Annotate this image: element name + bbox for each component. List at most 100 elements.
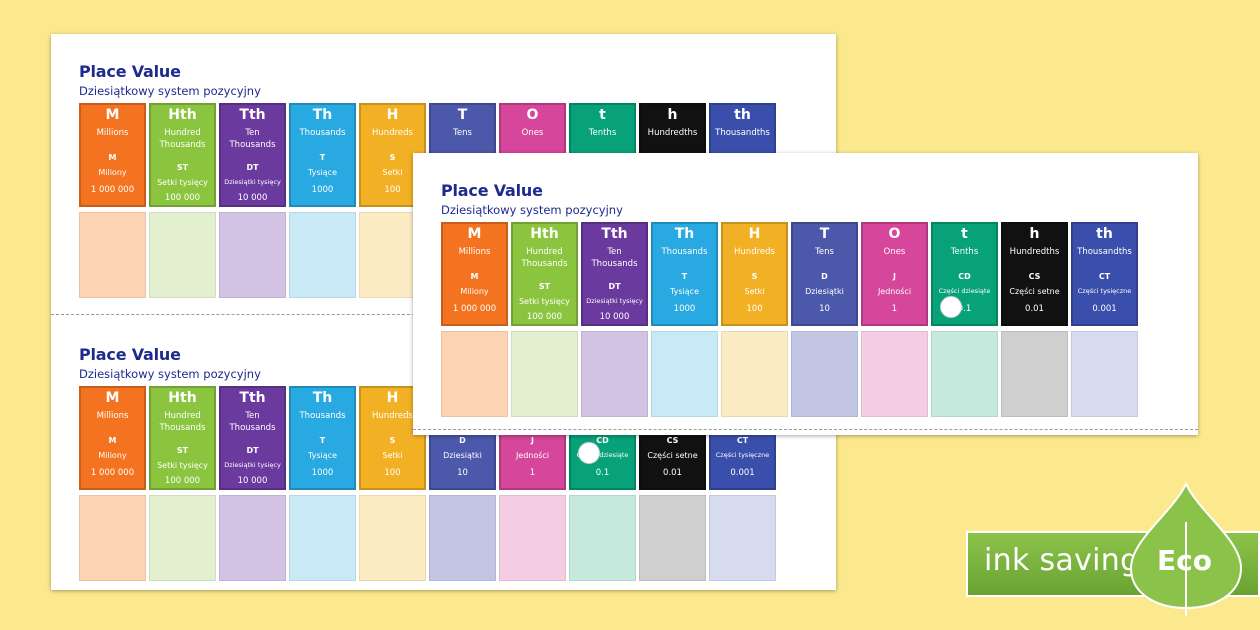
place-value-column-T: T Tens D Dziesiątki 10 bbox=[791, 222, 858, 326]
column-polish-name: Jedności bbox=[877, 287, 912, 296]
place-value-column-Hth: Hth Hundred Thousands ST Setki tysięcy 100 0… bbox=[511, 222, 578, 326]
column-value: 1 000 000 bbox=[90, 185, 135, 195]
column-polish-name: Części dziesiąte bbox=[576, 451, 629, 459]
column-value: 0.001 bbox=[730, 468, 755, 478]
write-box-O[interactable] bbox=[499, 495, 566, 581]
write-box-Tth[interactable] bbox=[219, 212, 286, 298]
worksheet-title: Place Value bbox=[441, 181, 543, 200]
column-polish-abbreviation: DT bbox=[246, 446, 259, 455]
column-english-name: Tenths bbox=[588, 128, 617, 138]
column-english-name: Millions bbox=[96, 411, 129, 421]
place-value-header-row: M Millions M Miliony 1 000 000 Hth Hundred Tho… bbox=[441, 222, 1138, 326]
write-box-h[interactable] bbox=[1001, 331, 1068, 417]
column-abbreviation: h bbox=[667, 107, 678, 123]
write-box-H[interactable] bbox=[721, 331, 788, 417]
column-abbreviation: th bbox=[1096, 226, 1113, 242]
column-value: 100 000 bbox=[164, 193, 201, 203]
column-polish-abbreviation: T bbox=[319, 436, 326, 445]
ink-saving-label: ink saving bbox=[984, 543, 1140, 578]
place-value-column-Th: Th Thousands T Tysiące 1000 bbox=[651, 222, 718, 326]
column-abbreviation: H bbox=[386, 390, 399, 406]
write-box-h[interactable] bbox=[639, 495, 706, 581]
column-polish-name: Setki bbox=[744, 287, 765, 296]
column-english-name: Thousandths bbox=[1077, 247, 1132, 257]
write-box-Hth[interactable] bbox=[511, 331, 578, 417]
write-box-Hth[interactable] bbox=[149, 212, 216, 298]
column-abbreviation: O bbox=[888, 226, 901, 242]
column-english-name: Millions bbox=[96, 128, 129, 138]
column-abbreviation: Th bbox=[312, 390, 333, 406]
column-english-name: Tens bbox=[453, 128, 472, 138]
column-polish-abbreviation: CS bbox=[666, 436, 679, 445]
column-polish-name: Dziesiątki bbox=[443, 451, 482, 460]
column-english-name: Tens bbox=[815, 247, 834, 257]
place-value-column-Tth: Tth Ten Thousands DT Dziesiątki tysięcy 10 0… bbox=[219, 386, 286, 490]
place-value-column-Hth: Hth Hundred Thousands ST Setki tysięcy 100 0… bbox=[149, 386, 216, 490]
write-box-Th[interactable] bbox=[651, 331, 718, 417]
write-box-M[interactable] bbox=[441, 331, 508, 417]
column-polish-abbreviation: T bbox=[681, 272, 688, 281]
column-value: 1000 bbox=[311, 468, 334, 478]
write-box-M[interactable] bbox=[79, 212, 146, 298]
column-polish-abbreviation: CD bbox=[958, 272, 971, 281]
write-box-O[interactable] bbox=[861, 331, 928, 417]
worksheet-subtitle: Dziesiątkowy system pozycyjny bbox=[79, 367, 261, 381]
write-box-t[interactable] bbox=[931, 331, 998, 417]
write-box-Tth[interactable] bbox=[219, 495, 286, 581]
column-polish-name: Części setne bbox=[1009, 287, 1060, 296]
column-abbreviation: M bbox=[467, 226, 482, 242]
column-polish-name: Tysiące bbox=[670, 287, 699, 296]
write-box-Hth[interactable] bbox=[149, 495, 216, 581]
column-value: 10 bbox=[457, 468, 468, 478]
column-abbreviation: Tth bbox=[239, 107, 266, 123]
write-box-T[interactable] bbox=[791, 331, 858, 417]
write-box-t[interactable] bbox=[569, 495, 636, 581]
column-english-name: Hundreds bbox=[372, 128, 413, 138]
column-abbreviation: H bbox=[748, 226, 761, 242]
leaf-icon bbox=[1129, 482, 1243, 616]
write-box-T[interactable] bbox=[429, 495, 496, 581]
column-english-name: Ten Thousands bbox=[229, 128, 276, 150]
column-polish-abbreviation: ST bbox=[176, 446, 189, 455]
column-polish-abbreviation: M bbox=[108, 153, 117, 162]
write-box-th[interactable] bbox=[1071, 331, 1138, 417]
place-value-write-row bbox=[441, 331, 1138, 417]
column-polish-name: Dziesiątki tysięcy bbox=[586, 297, 643, 305]
punch-hole-icon bbox=[578, 442, 600, 464]
worksheet-subtitle: Dziesiątkowy system pozycyjny bbox=[79, 84, 261, 98]
column-value: 100 000 bbox=[526, 312, 563, 322]
column-english-name: Hundreds bbox=[372, 411, 413, 421]
column-english-name: Ones bbox=[521, 128, 544, 138]
write-box-H[interactable] bbox=[359, 495, 426, 581]
write-box-Tth[interactable] bbox=[581, 331, 648, 417]
worksheet-front: Place Value Dziesiątkowy system pozycyjn… bbox=[413, 153, 1198, 435]
column-polish-abbreviation: J bbox=[893, 272, 896, 281]
write-box-Th[interactable] bbox=[289, 495, 356, 581]
place-value-column-O: O Ones J Jedności 1 bbox=[861, 222, 928, 326]
column-polish-abbreviation: S bbox=[389, 153, 396, 162]
column-polish-abbreviation: D bbox=[821, 272, 828, 281]
place-value-column-M: M Millions M Miliony 1 000 000 bbox=[441, 222, 508, 326]
column-english-name: Thousandths bbox=[715, 128, 770, 138]
column-value: 1 bbox=[891, 304, 898, 314]
column-value: 10 bbox=[819, 304, 830, 314]
column-polish-name: Setki tysięcy bbox=[157, 461, 208, 470]
column-polish-abbreviation: S bbox=[389, 436, 396, 445]
column-polish-abbreviation: D bbox=[459, 436, 466, 445]
column-polish-name: Setki bbox=[382, 168, 403, 177]
column-abbreviation: Hth bbox=[530, 226, 559, 242]
column-polish-name: Setki tysięcy bbox=[157, 178, 208, 187]
write-box-M[interactable] bbox=[79, 495, 146, 581]
cut-line bbox=[413, 429, 1198, 430]
column-value: 100 bbox=[384, 468, 401, 478]
place-value-column-Tth: Tth Ten Thousands DT Dziesiątki tysięcy 10 0… bbox=[219, 103, 286, 207]
column-english-name: Millions bbox=[458, 247, 491, 257]
column-polish-abbreviation: CS bbox=[1028, 272, 1041, 281]
column-abbreviation: t bbox=[961, 226, 968, 242]
write-box-th[interactable] bbox=[709, 495, 776, 581]
place-value-column-Hth: Hth Hundred Thousands ST Setki tysięcy 100 0… bbox=[149, 103, 216, 207]
write-box-Th[interactable] bbox=[289, 212, 356, 298]
place-value-column-M: M Millions M Miliony 1 000 000 bbox=[79, 103, 146, 207]
column-abbreviation: Hth bbox=[168, 390, 197, 406]
column-polish-abbreviation: DT bbox=[608, 282, 621, 291]
